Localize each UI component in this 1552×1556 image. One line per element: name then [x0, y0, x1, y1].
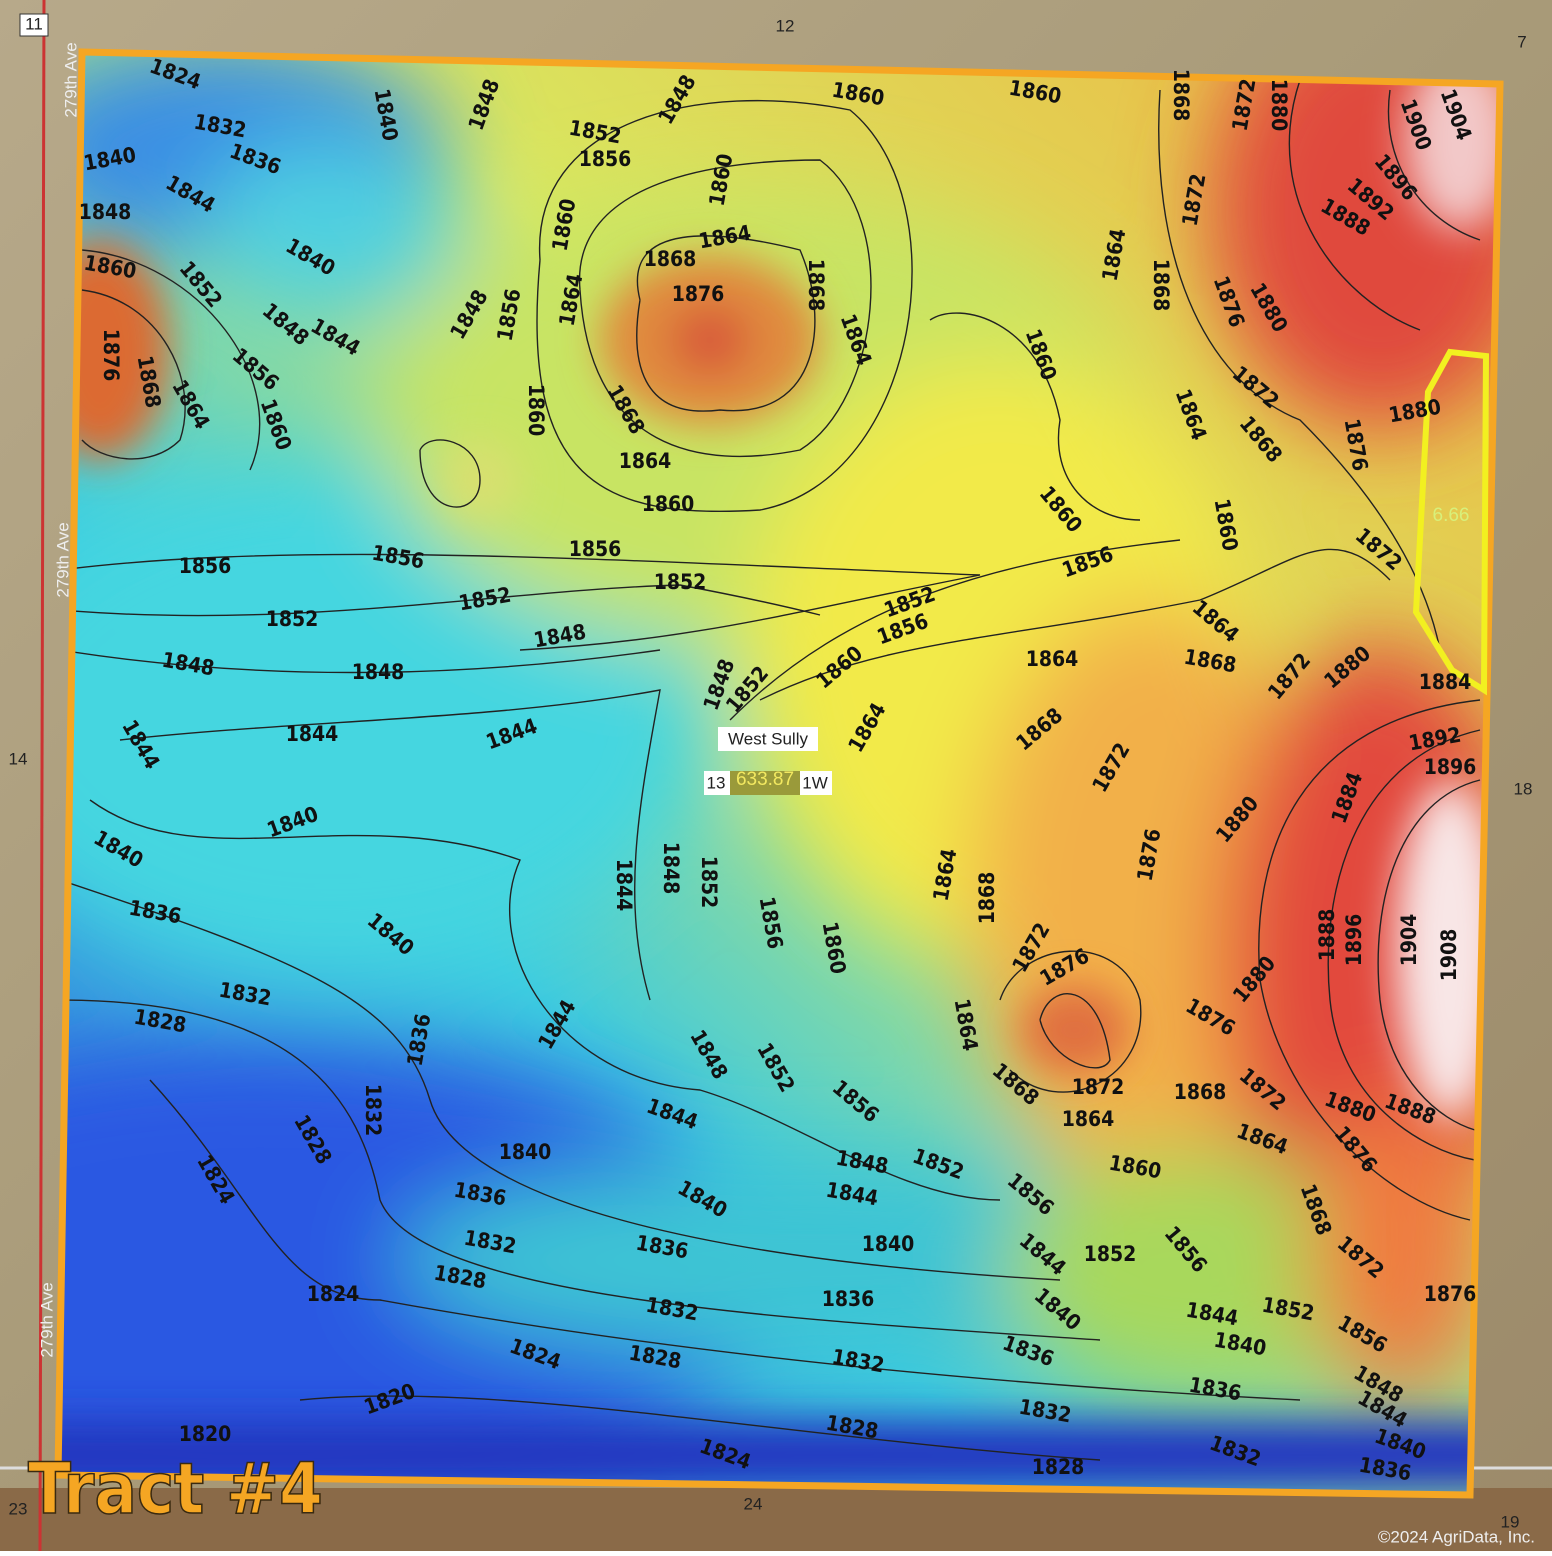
contour-label: 1856	[179, 554, 232, 578]
contour-label: 1864	[1026, 647, 1079, 671]
place-label-bg	[718, 727, 818, 751]
contour-label: 1880	[1267, 79, 1291, 132]
contour-label: 1876	[99, 329, 123, 382]
contour-label: 1860	[524, 384, 548, 437]
contour-label: 1876	[1424, 1282, 1477, 1306]
contour-label: 1820	[179, 1422, 232, 1446]
section-number: 11	[25, 14, 43, 33]
contour-label: 1832	[361, 1084, 385, 1137]
tract-title: Tract #4	[28, 1448, 323, 1530]
section-number: 24	[744, 1494, 763, 1513]
contour-label: 1856	[579, 147, 632, 171]
field-strip	[0, 1488, 1552, 1551]
section-label: 1W	[802, 773, 828, 792]
contour-label: 1876	[672, 282, 725, 306]
road-line	[38, 0, 46, 1552]
acres-highlight	[730, 771, 800, 795]
contour-label: 1852	[1084, 1242, 1137, 1266]
contour-label: 1896	[1342, 914, 1366, 967]
road-label: 279th Ave	[53, 522, 72, 597]
contour-label: 1848	[659, 842, 683, 895]
acres-label: 633.87	[736, 769, 794, 790]
contour-label: 1872	[1072, 1075, 1125, 1099]
contour-label: 1848	[352, 660, 405, 684]
contour-label: 1864	[1062, 1107, 1115, 1131]
contour-label: 1852	[266, 607, 319, 631]
section-number: 7	[1517, 32, 1526, 51]
section-number: 19	[1501, 1512, 1520, 1531]
contour-lines	[59, 79, 1481, 1461]
section-number: 18	[1514, 779, 1533, 798]
contour-label: 1852	[697, 856, 721, 909]
contour-label: 1868	[1169, 69, 1193, 122]
place-label: West Sully	[728, 729, 808, 748]
contour-label: 1844	[612, 859, 636, 912]
contour-label: 1856	[569, 537, 622, 561]
contour-label: 1828	[1032, 1455, 1085, 1479]
small-area-boundary	[1412, 348, 1490, 696]
contour-label: 1852	[654, 570, 707, 594]
tract-boundary	[54, 48, 1504, 1499]
contour-label: 1844	[286, 722, 339, 746]
contour-label: 1868	[804, 259, 828, 312]
contour-label: 1824	[307, 1282, 360, 1306]
section-box	[19, 13, 49, 37]
contour-label: 1888	[1315, 909, 1339, 962]
contour-label: 1860	[642, 492, 695, 516]
contour-label: 1908	[1437, 929, 1461, 982]
contour-label: 1836	[822, 1287, 875, 1311]
contour-label: 1868	[644, 247, 697, 271]
section-number: 12	[776, 16, 795, 35]
contour-label: 1864	[619, 449, 672, 473]
road-label: 279th Ave	[61, 42, 80, 117]
road-label: 279th Ave	[37, 1282, 56, 1357]
copyright: ©2024 AgriData, Inc.	[1378, 1527, 1535, 1546]
contour-label: 1884	[1419, 670, 1472, 694]
contour-label: 1868	[1149, 259, 1173, 312]
contour-label: 1840	[862, 1232, 915, 1256]
contour-label: 1896	[1424, 755, 1477, 779]
contour-label: 1904	[1397, 914, 1421, 967]
section-number: 23	[9, 1499, 28, 1518]
contour-label: 1868	[1174, 1080, 1227, 1104]
small-area-acres: 6.66	[1433, 505, 1470, 526]
contour-label: 1840	[499, 1140, 552, 1164]
contour-label: 1848	[79, 200, 132, 224]
section-label: 13	[707, 773, 726, 792]
section-number: 14	[9, 749, 28, 768]
contour-label: 1868	[975, 872, 999, 925]
